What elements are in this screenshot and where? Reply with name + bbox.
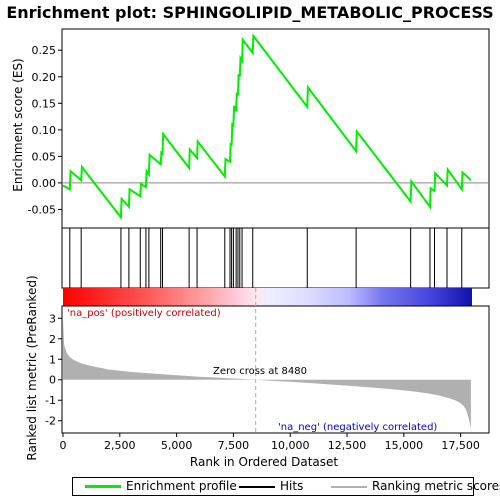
x-tick-label: 2,500 [104,439,136,452]
es-y-axis-label: Enrichment score (ES) [11,58,25,191]
legend-swatch-hits [239,485,275,488]
es-panel-frame [61,28,490,229]
metric-y-tick-label: 3 [49,312,56,325]
chart-title: Enrichment plot: SPHINGOLIPID_METABOLIC_… [6,3,493,22]
legend-label-enrichment-profile: Enrichment profile [126,479,237,493]
es-y-tick-label: 0.00 [32,177,57,190]
metric-y-tick-label: -2 [45,415,56,428]
x-tick-label: 10,000 [271,439,310,452]
x-tick-label: 7,500 [218,439,250,452]
x-tick-label: 17,500 [441,439,480,452]
zero-cross-label: Zero cross at 8480 [213,366,307,377]
ranking-metric-area [63,318,471,429]
x-tick-label: 0 [60,439,67,452]
es-y-tick-label: 0.20 [32,71,57,84]
legend-swatch-ranking-metric [331,485,367,488]
metric-panel-frame [61,305,490,434]
x-tick-label: 5,000 [161,439,193,452]
es-y-tick-label: 0.05 [32,150,57,163]
enrichment-profile-line [62,33,472,221]
metric-y-tick-label: -1 [45,394,56,407]
legend-label-ranking-metric: Ranking metric scores [372,479,500,493]
legend-swatch-enrichment-profile [85,485,121,488]
legend-item-ranking-metric: Ranking metric scores [331,479,500,493]
x-axis-label: Rank in Ordered Dataset [190,455,338,469]
rank-color-bar [63,288,472,306]
hits-panel-frame [61,227,490,289]
legend-item-enrichment-profile: Enrichment profile [85,479,237,493]
metric-y-axis-label: Ranked list metric (PreRanked) [25,275,39,460]
x-tick-label: 15,000 [385,439,424,452]
x-tick-label: 12,500 [328,439,367,452]
metric-y-tick-label: 1 [49,353,56,366]
metric-y-tick-label: 2 [49,333,56,346]
es-y-tick-label: 0.15 [32,97,57,110]
metric-y-tick-label: 0 [49,374,56,387]
legend-item-hits: Hits [239,479,303,493]
es-y-tick-label: 0.25 [32,44,57,57]
positive-correlation-label: 'na_pos' (positively correlated) [67,308,221,319]
legend-label-hits: Hits [280,479,304,493]
negative-correlation-label: 'na_neg' (negatively correlated) [278,422,437,433]
legend: Enrichment profile Hits Ranking metric s… [72,477,500,496]
es-y-tick-label: -0.05 [28,203,56,216]
es-y-tick-label: 0.10 [32,124,57,137]
